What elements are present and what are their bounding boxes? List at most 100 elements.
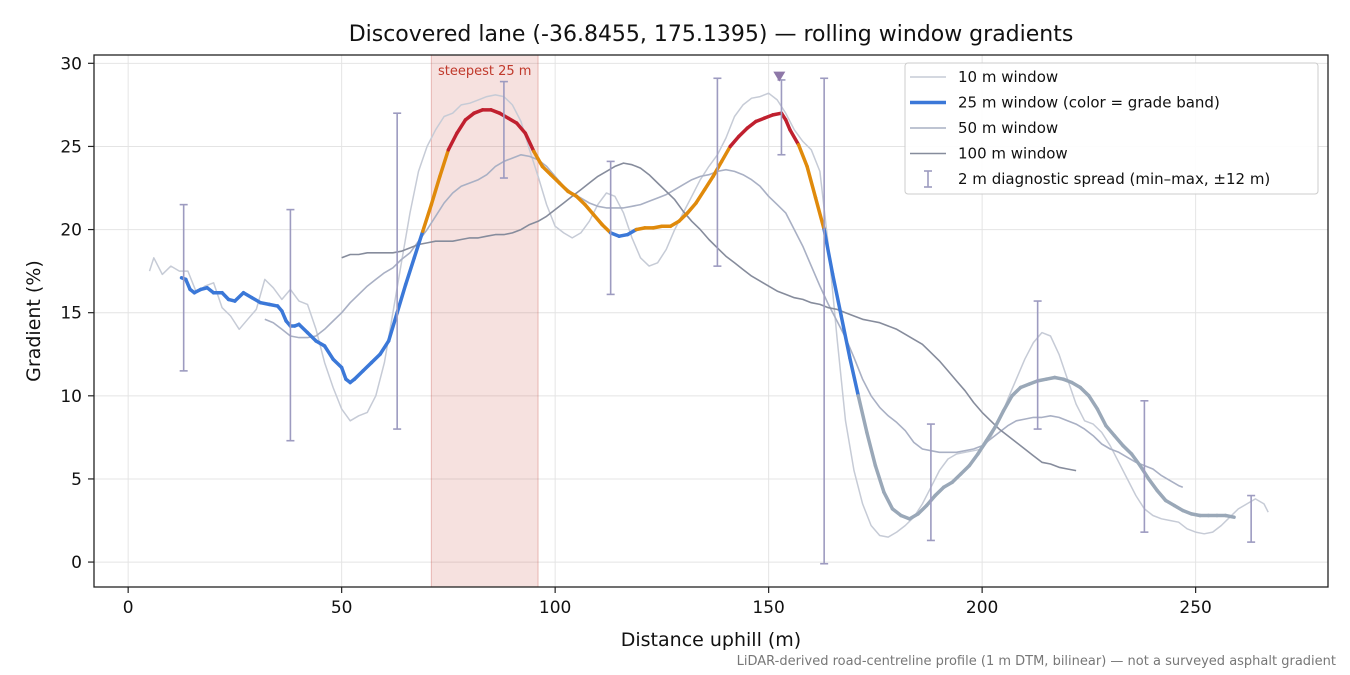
series-25m-segment: [233, 290, 246, 303]
y-tick-label: 25: [60, 137, 82, 157]
error-bars: [179, 77, 1256, 565]
series-25m-segment: [933, 485, 946, 498]
series-25m-segment: [331, 357, 344, 370]
series-25m-segment: [702, 174, 715, 192]
series-25m-segment: [549, 172, 562, 185]
series-25m-segment: [805, 164, 818, 200]
series-25m-segment: [280, 309, 288, 323]
legend-label: 10 m window: [958, 68, 1058, 86]
x-axis-label: Distance uphill (m): [621, 629, 801, 651]
series-25m-segment: [557, 181, 570, 194]
series-25m-segment: [984, 425, 997, 443]
series-25m-segment: [421, 202, 434, 233]
y-axis-label: Gradient (%): [23, 260, 45, 382]
x-tick-label: 200: [966, 598, 998, 618]
x-tick-label: 250: [1179, 598, 1211, 618]
series-25m-segment: [788, 128, 801, 147]
peak-marker: [773, 71, 786, 82]
series-10m-window: [148, 92, 1269, 538]
y-tick-label: 30: [60, 54, 82, 74]
steepest-band-label: steepest 25 m: [438, 64, 531, 79]
series-25m-segment: [848, 355, 861, 398]
series-25m-segment: [361, 360, 374, 373]
series-25m-segment: [728, 134, 741, 149]
legend: 10 m window 25 m window (color = grade ba…: [904, 62, 1319, 195]
series-25m-segment: [1078, 385, 1091, 398]
series-25m-segment: [1155, 488, 1168, 503]
series-25m-segment: [591, 212, 604, 227]
x-tick-label: 0: [123, 598, 134, 618]
series-25m-segment: [783, 118, 792, 132]
legend-box: [904, 62, 1319, 195]
series-25m-segment: [1001, 394, 1014, 413]
series-25m-segment: [839, 314, 852, 360]
series-25m-segment: [600, 222, 613, 235]
series-25m-segment: [322, 344, 335, 361]
series-25m-segment: [737, 126, 750, 139]
series-25m-segment: [967, 452, 980, 468]
series-25m-segment: [890, 507, 903, 518]
y-tick-label: 15: [60, 304, 82, 324]
steepest-band-rect: [430, 54, 539, 588]
series-50m-window: [264, 154, 1184, 489]
x-tick-label: 100: [539, 598, 571, 618]
series-25m-segment: [959, 463, 972, 476]
series-25m-segment: [352, 369, 365, 381]
series-25m-segment: [297, 322, 310, 335]
series-25m-segment: [369, 352, 382, 365]
series-25m-segment: [694, 187, 707, 205]
series-25m-segment: [429, 174, 442, 207]
steepest-band: steepest 25 m: [430, 54, 539, 588]
series-25m-segment: [1129, 452, 1142, 468]
legend-label: 2 m diagnostic spread (min–max, ±12 m): [958, 170, 1270, 188]
series-25m-segment: [1010, 385, 1023, 398]
series-25m-segment: [438, 148, 451, 179]
footnote: LiDAR-derived road-centreline profile (1…: [737, 654, 1336, 669]
series-lines: [148, 92, 1269, 538]
series-25m-segment: [583, 202, 596, 217]
series-25m-segment: [813, 196, 826, 232]
series-25m-segment: [574, 194, 587, 207]
y-tick-label: 20: [60, 221, 82, 241]
series-25m-segment: [796, 143, 809, 169]
series-25m-segment: [873, 463, 886, 494]
series-25m-segment: [446, 131, 459, 152]
x-tick-label: 50: [331, 598, 353, 618]
series-25m-segment: [412, 229, 425, 260]
series-25m-segment: [403, 256, 416, 287]
series-25m-segment: [305, 330, 318, 343]
series-25m-segment: [677, 211, 690, 223]
series-25m-segment: [745, 119, 758, 130]
series-25m-segment: [916, 503, 929, 516]
plot-frame: [93, 54, 1329, 588]
legend-label: 50 m window: [958, 119, 1058, 137]
series-25m-segment: [532, 149, 545, 169]
series-100m-window: [341, 162, 1077, 472]
peak-triangle-icon: [773, 71, 786, 82]
series-25m-segment: [378, 339, 391, 356]
series-25m-segment: [1146, 477, 1159, 493]
series-25m-segment: [395, 282, 408, 315]
axis-ticks: 0 50 100 150 200 250 0 5 10 15 20 25 30: [60, 54, 1212, 618]
legend-label: 100 m window: [958, 145, 1068, 163]
series-25m-segment: [1223, 513, 1236, 519]
series-25m-segment: [1095, 407, 1108, 428]
series-25m-segment: [856, 394, 869, 435]
series-25m-segment: [1104, 423, 1117, 438]
y-tick-label: 0: [71, 553, 82, 573]
series-25m-segment: [1112, 433, 1125, 448]
series-25m-segment: [184, 277, 192, 292]
series-25m-segment: [976, 438, 989, 456]
series-25m-segment: [1121, 443, 1134, 456]
series-25m-segment: [1087, 394, 1100, 411]
series-25m-segment: [993, 409, 1006, 430]
series-25m-segment: [882, 490, 895, 511]
y-tick-label: 5: [71, 470, 82, 490]
series-25m-segment: [514, 121, 528, 135]
x-tick-label: 150: [752, 598, 784, 618]
legend-label: 25 m window (color = grade band): [958, 94, 1220, 112]
series-25m-segment: [685, 201, 698, 215]
series-25m-segment: [719, 144, 732, 164]
series-25m-segment: [865, 430, 878, 468]
